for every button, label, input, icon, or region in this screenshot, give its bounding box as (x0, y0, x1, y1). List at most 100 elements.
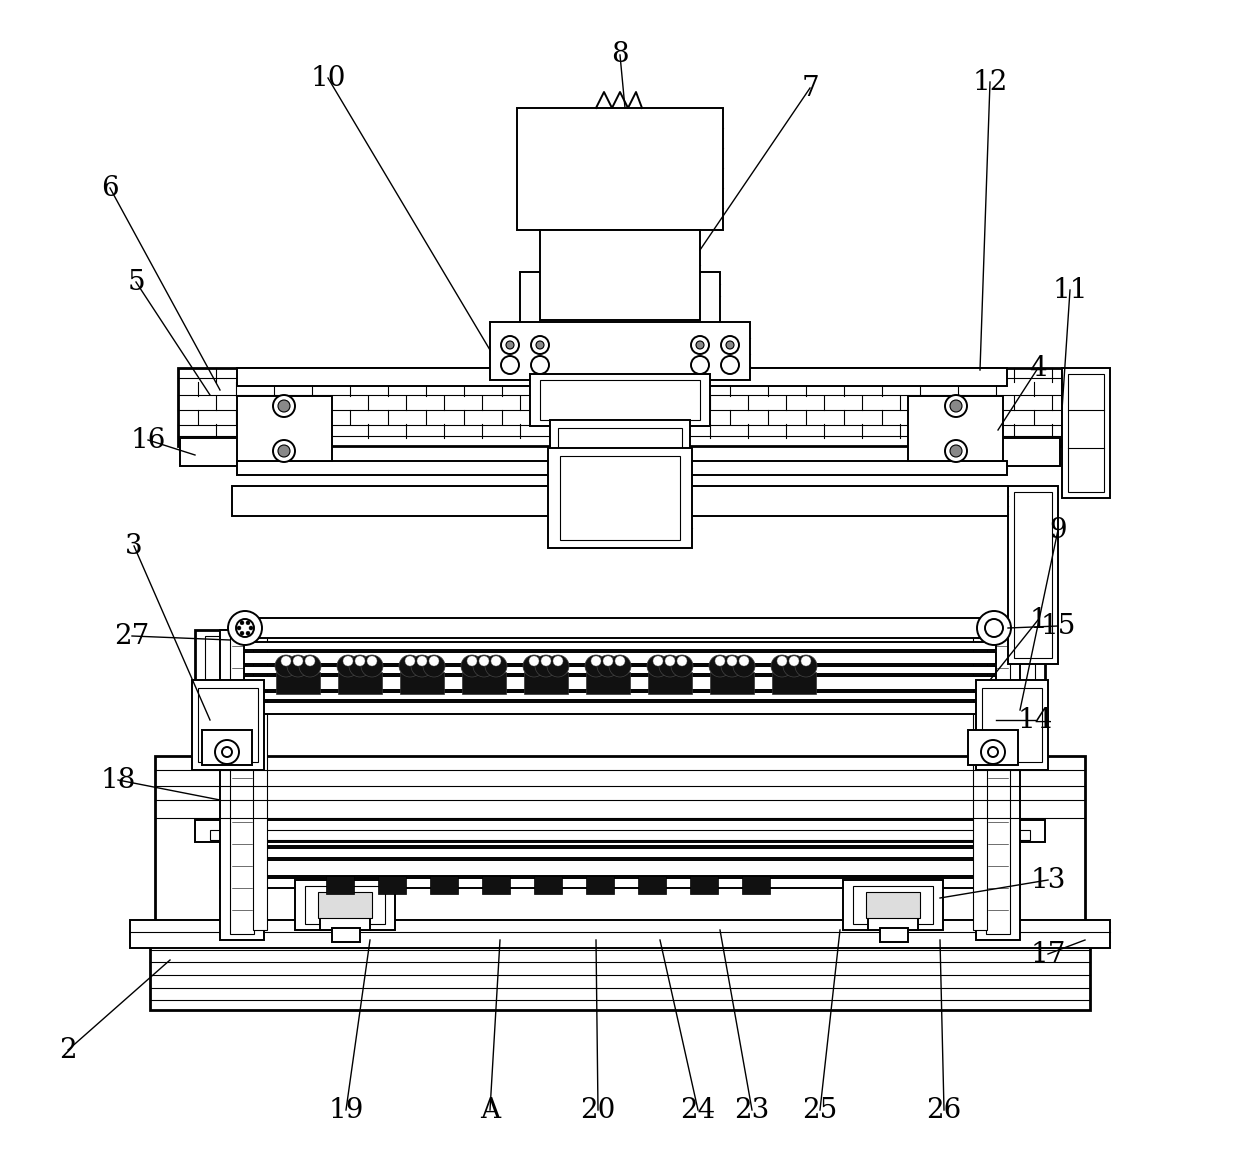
Bar (295, 880, 396, 930)
Bar (976, 680, 1048, 771)
Bar (973, 631, 987, 930)
Circle shape (367, 656, 377, 666)
Circle shape (789, 656, 799, 666)
Circle shape (677, 656, 687, 666)
Circle shape (273, 395, 295, 417)
Circle shape (531, 336, 549, 354)
Bar (244, 702, 996, 714)
Bar (908, 396, 1003, 460)
Circle shape (720, 655, 743, 677)
Bar (1068, 374, 1104, 492)
Bar (986, 636, 1011, 934)
Bar (237, 368, 1007, 386)
Bar (551, 420, 689, 450)
Circle shape (249, 626, 253, 631)
Circle shape (461, 655, 484, 677)
Bar (244, 666, 996, 675)
Circle shape (709, 655, 732, 677)
Text: 27: 27 (114, 622, 150, 649)
Circle shape (945, 440, 967, 462)
Circle shape (696, 341, 704, 349)
Text: A: A (480, 1097, 500, 1123)
Text: 10: 10 (310, 65, 346, 91)
Bar (990, 631, 1045, 939)
Circle shape (945, 395, 967, 417)
Text: 11: 11 (1053, 277, 1087, 303)
Circle shape (720, 356, 739, 374)
Circle shape (977, 611, 1011, 644)
Bar (192, 680, 264, 771)
Circle shape (215, 740, 239, 764)
Text: 3: 3 (125, 532, 143, 560)
Text: 12: 12 (972, 68, 1008, 96)
Bar (339, 672, 382, 694)
Bar (990, 439, 1060, 466)
Circle shape (801, 656, 811, 666)
Circle shape (305, 656, 315, 666)
Bar (232, 486, 1008, 516)
Bar (180, 439, 250, 466)
Bar (430, 876, 458, 894)
Circle shape (523, 655, 546, 677)
Circle shape (585, 655, 608, 677)
Bar (244, 676, 996, 690)
Circle shape (739, 656, 749, 666)
Bar (587, 672, 630, 694)
Bar (742, 876, 770, 894)
Circle shape (691, 336, 709, 354)
Circle shape (429, 656, 439, 666)
Bar (378, 876, 405, 894)
Circle shape (410, 655, 433, 677)
Circle shape (281, 656, 291, 666)
Bar (520, 272, 720, 324)
Text: 5: 5 (128, 268, 145, 295)
Bar (1061, 368, 1110, 498)
Text: 2: 2 (60, 1037, 77, 1063)
Bar (305, 886, 384, 924)
Bar (689, 876, 718, 894)
Bar (210, 830, 1030, 840)
Circle shape (950, 445, 962, 457)
Circle shape (355, 656, 365, 666)
Circle shape (246, 621, 250, 625)
Bar (976, 631, 1021, 939)
Bar (560, 456, 680, 540)
Circle shape (241, 632, 244, 635)
Text: 8: 8 (611, 42, 629, 68)
Circle shape (343, 656, 353, 666)
Bar (529, 374, 711, 426)
Bar (219, 631, 264, 939)
Bar (1014, 492, 1052, 658)
Circle shape (547, 655, 569, 677)
Bar (219, 848, 1021, 858)
Circle shape (615, 656, 625, 666)
Circle shape (671, 655, 693, 677)
Circle shape (647, 655, 670, 677)
Bar (1008, 486, 1058, 664)
Bar (244, 653, 996, 664)
Bar (219, 878, 1021, 889)
Bar (649, 672, 692, 694)
Bar (244, 692, 996, 700)
Circle shape (399, 655, 422, 677)
Bar (548, 448, 692, 548)
Circle shape (501, 336, 520, 354)
Circle shape (653, 656, 663, 666)
Circle shape (985, 619, 1003, 638)
Bar (711, 672, 754, 694)
Bar (539, 230, 701, 320)
Circle shape (541, 656, 551, 666)
Circle shape (237, 626, 241, 631)
Circle shape (286, 655, 309, 677)
Bar (198, 688, 258, 762)
Bar (130, 920, 1110, 948)
Text: 7: 7 (801, 74, 818, 102)
Bar (332, 928, 360, 942)
Text: 24: 24 (681, 1097, 715, 1123)
Circle shape (467, 656, 477, 666)
Bar (202, 730, 252, 765)
Bar (868, 918, 918, 930)
Bar (866, 892, 920, 918)
Circle shape (491, 656, 501, 666)
Bar (880, 928, 908, 942)
